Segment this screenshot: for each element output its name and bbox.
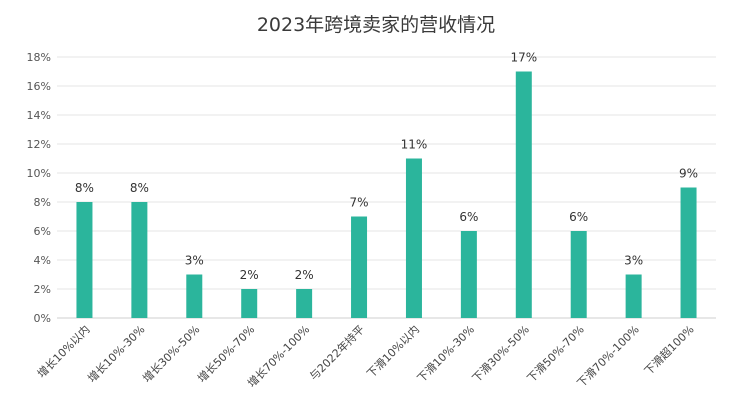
bar: [460, 231, 477, 318]
y-tick-label: 8%: [34, 196, 51, 209]
y-tick-label: 6%: [34, 225, 51, 238]
data-label: 17%: [510, 51, 537, 65]
data-label: 6%: [459, 210, 478, 224]
bar: [405, 158, 422, 318]
data-label: 9%: [679, 167, 698, 181]
data-label: 8%: [75, 181, 94, 195]
x-category-label: 增长10%-30%: [85, 322, 148, 385]
x-category-label: 下滑超100%: [641, 322, 696, 377]
chart-title: 2023年跨境卖家的营收情况: [256, 14, 496, 36]
x-category-label: 下滑10%-30%: [415, 323, 477, 385]
grid-lines: [57, 56, 716, 319]
bar: [515, 71, 532, 318]
y-tick-label: 14%: [27, 109, 51, 122]
bar: [131, 202, 148, 318]
bar: [570, 231, 587, 318]
bar: [76, 202, 93, 318]
data-label: 2%: [240, 268, 259, 282]
data-labels: 8% 8% 3% 2% 2% 7% 11% 6% 17% 6% 3% 9%: [75, 51, 698, 283]
bar: [680, 187, 697, 318]
x-category-label: 增长50%-70%: [194, 322, 257, 385]
y-axis-ticks: 0% 2% 4% 6% 8% 10% 12% 14% 16% 18%: [27, 51, 51, 325]
y-tick-label: 12%: [27, 138, 51, 151]
data-label: 8%: [130, 181, 149, 195]
x-category-label: 与2022年持平: [306, 322, 367, 383]
bars: [76, 71, 697, 318]
x-category-label: 下滑50%-70%: [525, 323, 587, 385]
x-category-label: 下滑10%以内: [364, 322, 422, 380]
y-tick-label: 10%: [27, 167, 51, 180]
bar: [625, 274, 642, 318]
y-tick-label: 2%: [34, 283, 51, 296]
x-category-label: 增长10%以内: [34, 322, 92, 380]
x-category-label: 下滑30%-50%: [470, 323, 532, 385]
bar: [296, 289, 313, 318]
bar: [351, 216, 368, 318]
data-label: 3%: [624, 254, 643, 268]
y-tick-label: 4%: [34, 254, 51, 267]
data-label: 3%: [185, 254, 204, 268]
data-label: 6%: [569, 210, 588, 224]
data-label: 2%: [295, 268, 314, 282]
bar: [241, 289, 258, 318]
x-axis-categories: 增长10%以内增长10%-30%增长30%-50%增长50%-70%增长70%-…: [34, 322, 696, 390]
bar: [186, 274, 203, 318]
data-label: 7%: [350, 196, 369, 210]
y-tick-label: 0%: [34, 312, 51, 325]
data-label: 11%: [401, 138, 428, 152]
y-tick-label: 18%: [27, 51, 51, 64]
x-category-label: 增长30%-50%: [140, 322, 203, 385]
y-tick-label: 16%: [27, 80, 51, 93]
